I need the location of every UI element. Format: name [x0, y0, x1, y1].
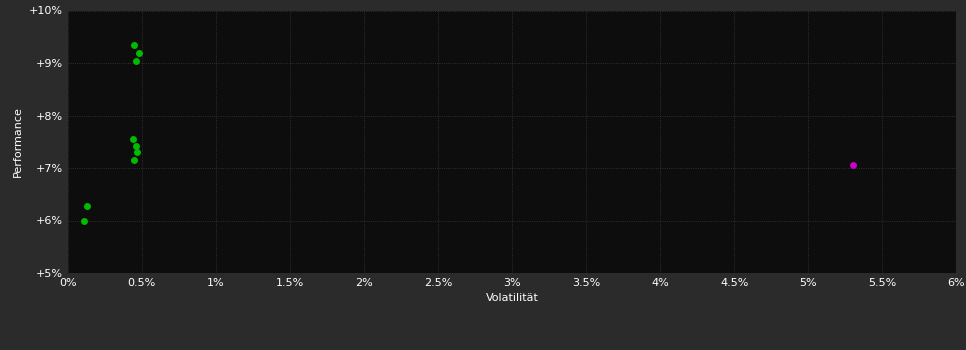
Point	[76, 218, 92, 223]
Point	[131, 50, 147, 55]
Point	[129, 149, 145, 155]
Point	[128, 143, 144, 149]
Point	[845, 163, 861, 168]
Point	[125, 136, 140, 142]
Y-axis label: Performance: Performance	[14, 106, 23, 177]
Point	[79, 203, 95, 209]
Point	[127, 158, 142, 163]
Point	[128, 58, 144, 64]
Point	[127, 42, 142, 47]
X-axis label: Volatilität: Volatilität	[486, 293, 538, 303]
